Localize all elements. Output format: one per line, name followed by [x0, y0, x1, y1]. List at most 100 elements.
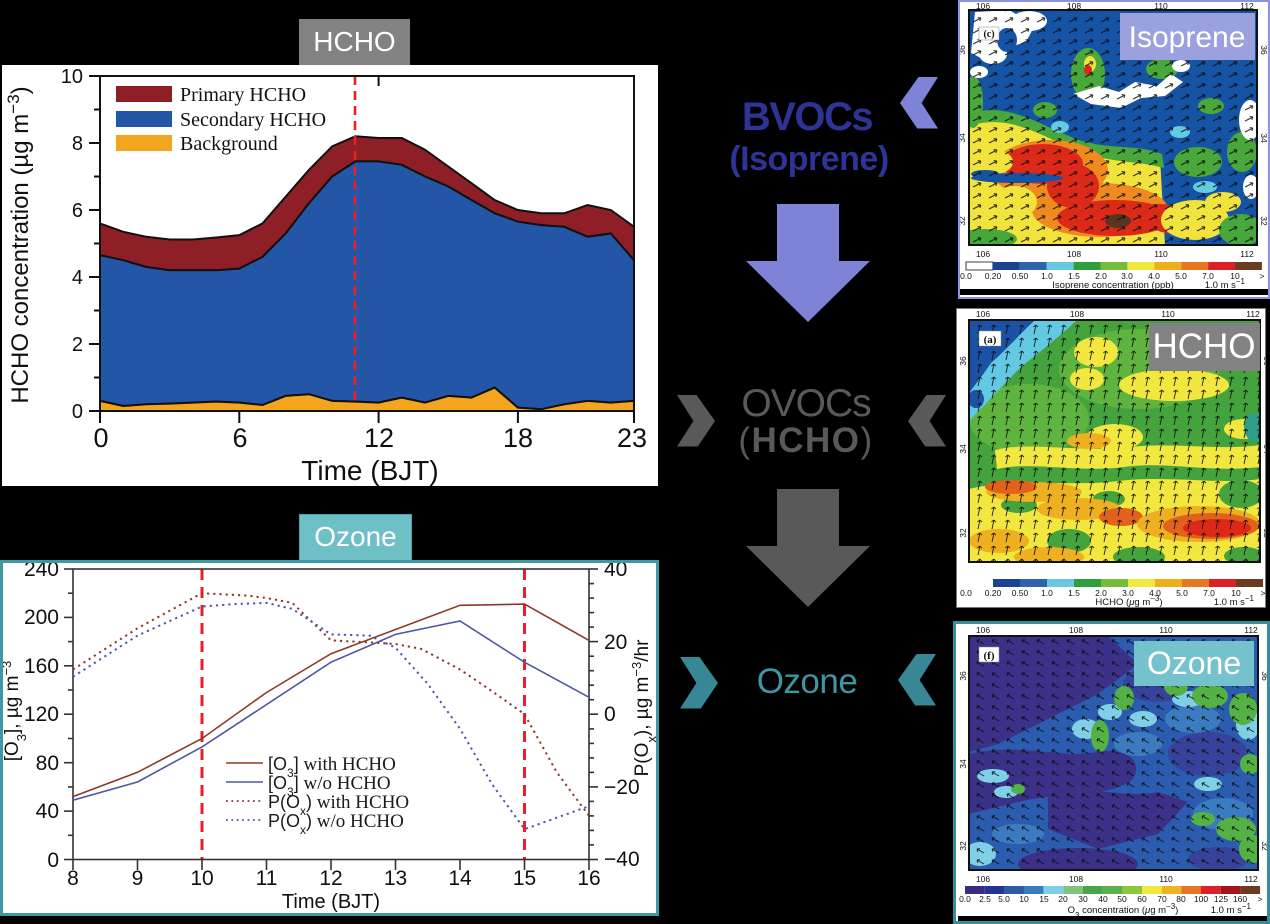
svg-text:32: 32 [960, 216, 967, 226]
svg-text:36: 36 [958, 671, 968, 681]
svg-text:0: 0 [93, 423, 108, 453]
svg-text:34: 34 [958, 444, 968, 454]
svg-text:36: 36 [1259, 45, 1268, 55]
svg-text:70: 70 [1157, 894, 1167, 904]
svg-text:10: 10 [1231, 588, 1241, 598]
svg-text:106: 106 [976, 2, 990, 11]
svg-text:P(Ox), µg m−3/hr: P(Ox), µg m−3/hr [629, 639, 657, 776]
svg-text:11: 11 [256, 867, 278, 890]
svg-text:>: > [1260, 271, 1265, 281]
svg-text:110: 110 [1154, 2, 1168, 11]
svg-text:5.0: 5.0 [998, 894, 1010, 904]
svg-text:30: 30 [1078, 894, 1088, 904]
svg-text:>: > [1261, 588, 1265, 598]
svg-text:160: 160 [1233, 894, 1247, 904]
svg-text:240: 240 [24, 563, 59, 581]
svg-text:200: 200 [24, 606, 59, 629]
svg-text:23: 23 [617, 423, 647, 453]
svg-text:16: 16 [577, 867, 600, 890]
svg-text:12: 12 [364, 423, 394, 453]
svg-text:106: 106 [976, 625, 990, 635]
svg-text:20: 20 [604, 631, 627, 654]
svg-text:106: 106 [976, 309, 990, 319]
svg-text:1.0 m s−1: 1.0 m s−1 [1211, 902, 1252, 917]
svg-text:7.0: 7.0 [1203, 588, 1215, 598]
svg-text:2.0: 2.0 [1095, 271, 1107, 281]
svg-text:36: 36 [1262, 356, 1265, 366]
svg-text:36: 36 [960, 45, 967, 55]
svg-text:1.0 m s−1: 1.0 m s−1 [1214, 594, 1255, 608]
svg-text:12: 12 [319, 867, 342, 890]
svg-text:32: 32 [1260, 841, 1267, 851]
svg-text:160: 160 [24, 655, 59, 678]
svg-text:(Isoprene): (Isoprene) [729, 140, 888, 178]
svg-text:13: 13 [384, 867, 407, 890]
svg-text:0.50: 0.50 [1012, 271, 1029, 281]
svg-text:10: 10 [61, 66, 83, 88]
svg-text:Primary HCHO: Primary HCHO [180, 84, 306, 106]
svg-text:10: 10 [1230, 271, 1240, 281]
svg-text:2.5: 2.5 [979, 894, 991, 904]
svg-text:6: 6 [72, 200, 83, 222]
svg-text:1.5: 1.5 [1068, 588, 1080, 598]
svg-text:2: 2 [72, 334, 83, 356]
svg-text:8: 8 [72, 133, 83, 155]
svg-text:0.0: 0.0 [959, 894, 971, 904]
svg-text:18: 18 [503, 423, 533, 453]
svg-text:(f): (f) [984, 650, 995, 662]
svg-text:Isoprene concentration (ppb): Isoprene concentration (ppb) [1052, 280, 1173, 291]
svg-text:32: 32 [958, 841, 968, 851]
svg-text:106: 106 [976, 874, 990, 884]
svg-text:110: 110 [1161, 309, 1175, 319]
svg-text:10: 10 [1019, 894, 1029, 904]
svg-text:HCHO concentration (µg m−3): HCHO concentration (µg m−3) [4, 86, 35, 403]
svg-text:112: 112 [1244, 625, 1258, 635]
svg-text:40: 40 [36, 800, 59, 823]
svg-text:0: 0 [604, 703, 616, 726]
svg-text:36: 36 [1260, 671, 1267, 681]
svg-text:0: 0 [72, 401, 83, 423]
svg-text:OVOCs: OVOCs [741, 382, 871, 425]
svg-text:32: 32 [1259, 216, 1268, 226]
svg-text:20: 20 [1058, 894, 1068, 904]
svg-text:6: 6 [232, 423, 247, 453]
svg-text:−40: −40 [604, 848, 640, 871]
svg-text:15: 15 [513, 867, 536, 890]
svg-text:8: 8 [67, 867, 79, 890]
svg-text:O3 concentration (μg m−3): O3 concentration (μg m−3) [1068, 902, 1179, 920]
svg-text:108: 108 [1067, 249, 1081, 259]
svg-text:Time (BJT): Time (BJT) [301, 455, 438, 486]
svg-text:112: 112 [1240, 249, 1254, 259]
svg-text:Ozone: Ozone [1147, 645, 1241, 681]
svg-text:50: 50 [1117, 894, 1127, 904]
svg-text:(a): (a) [984, 334, 997, 346]
svg-text:40: 40 [1098, 894, 1108, 904]
svg-text:(c): (c) [983, 29, 994, 40]
svg-text:0: 0 [47, 849, 59, 872]
svg-text:0.0: 0.0 [960, 271, 972, 281]
svg-text:32: 32 [1262, 528, 1265, 538]
svg-text:14: 14 [448, 867, 472, 890]
svg-text:108: 108 [1069, 625, 1083, 635]
svg-text:0.0: 0.0 [960, 588, 972, 598]
svg-text:112: 112 [1244, 874, 1258, 884]
svg-text:Ozone: Ozone [757, 662, 858, 701]
svg-text:110: 110 [1159, 625, 1173, 635]
svg-text:108: 108 [1070, 309, 1084, 319]
svg-text:110: 110 [1154, 249, 1168, 259]
svg-text:4.0: 4.0 [1149, 588, 1161, 598]
svg-text:34: 34 [1259, 133, 1268, 143]
svg-text:Background: Background [180, 133, 278, 155]
svg-text:1.5: 1.5 [1068, 271, 1080, 281]
svg-text:34: 34 [958, 759, 968, 769]
svg-text:10: 10 [190, 867, 213, 890]
svg-text:3.0: 3.0 [1122, 588, 1134, 598]
svg-text:7.0: 7.0 [1202, 271, 1214, 281]
svg-text:108: 108 [1069, 874, 1083, 884]
svg-text:112: 112 [1240, 2, 1254, 11]
svg-text:80: 80 [36, 752, 59, 775]
svg-text:Secondary HCHO: Secondary HCHO [180, 109, 326, 131]
svg-text:60: 60 [1137, 894, 1147, 904]
svg-text:40: 40 [604, 563, 627, 581]
svg-text:0.20: 0.20 [985, 271, 1002, 281]
